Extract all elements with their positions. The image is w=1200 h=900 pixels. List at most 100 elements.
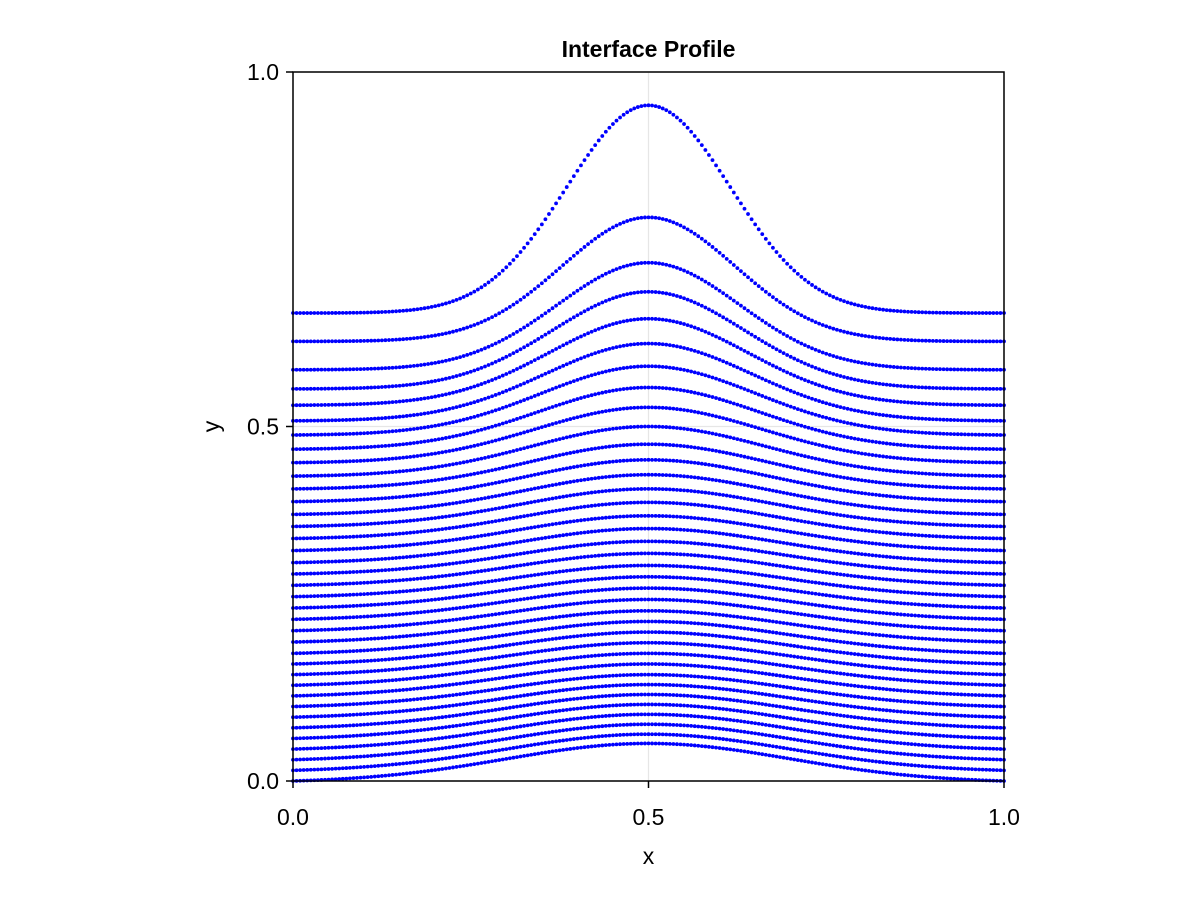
data-point bbox=[778, 503, 782, 507]
data-point bbox=[564, 480, 569, 485]
data-point bbox=[735, 603, 740, 608]
data-point bbox=[340, 547, 345, 552]
data-point bbox=[372, 679, 377, 684]
data-point bbox=[643, 472, 647, 477]
data-point bbox=[383, 700, 388, 704]
data-point bbox=[611, 515, 615, 520]
data-point bbox=[564, 667, 569, 672]
data-point bbox=[554, 749, 558, 753]
data-point bbox=[443, 630, 448, 634]
data-point bbox=[877, 728, 882, 733]
data-point bbox=[973, 756, 978, 761]
data-point bbox=[881, 599, 886, 604]
data-point bbox=[635, 640, 640, 645]
data-point bbox=[682, 663, 686, 667]
data-point bbox=[504, 504, 509, 509]
data-point bbox=[550, 581, 555, 586]
data-point bbox=[433, 757, 438, 762]
data-point bbox=[820, 721, 825, 726]
data-point bbox=[433, 695, 438, 700]
data-point bbox=[337, 535, 342, 540]
data-point bbox=[440, 574, 445, 579]
data-point bbox=[781, 663, 786, 668]
data-point bbox=[458, 692, 462, 697]
data-point bbox=[518, 704, 523, 709]
data-point bbox=[365, 669, 370, 674]
data-point bbox=[678, 552, 683, 557]
data-point bbox=[643, 597, 647, 602]
data-point bbox=[475, 741, 480, 746]
data-point bbox=[404, 577, 409, 582]
data-point bbox=[959, 660, 964, 665]
data-point bbox=[735, 546, 740, 550]
data-point bbox=[305, 661, 310, 666]
data-point bbox=[550, 668, 555, 673]
data-point bbox=[550, 709, 555, 714]
data-point bbox=[845, 538, 850, 543]
data-point bbox=[525, 661, 530, 666]
data-point bbox=[810, 533, 814, 538]
data-point bbox=[465, 691, 470, 696]
data-point bbox=[678, 620, 683, 625]
data-point bbox=[657, 630, 662, 635]
data-point bbox=[621, 564, 626, 568]
data-point bbox=[330, 703, 335, 708]
data-point bbox=[643, 563, 647, 568]
data-point bbox=[756, 660, 761, 665]
data-point bbox=[767, 538, 772, 543]
data-point bbox=[735, 592, 740, 597]
data-point bbox=[308, 524, 313, 529]
data-point bbox=[387, 635, 391, 640]
data-point bbox=[475, 710, 480, 715]
data-point bbox=[849, 641, 854, 645]
data-point bbox=[571, 707, 576, 711]
data-point bbox=[888, 600, 893, 605]
data-point bbox=[635, 609, 640, 613]
data-point bbox=[579, 518, 583, 523]
data-point bbox=[771, 526, 775, 531]
data-point bbox=[593, 704, 598, 709]
data-point bbox=[561, 635, 566, 640]
data-point bbox=[635, 732, 640, 737]
data-point bbox=[806, 719, 811, 724]
data-point bbox=[344, 604, 349, 609]
data-point bbox=[938, 534, 942, 539]
data-point bbox=[774, 754, 779, 759]
data-point bbox=[671, 487, 676, 492]
data-point bbox=[966, 535, 971, 540]
data-point bbox=[372, 711, 377, 716]
data-point bbox=[682, 723, 686, 728]
data-point bbox=[550, 658, 555, 663]
data-point bbox=[827, 593, 832, 598]
data-point bbox=[443, 618, 448, 623]
data-point bbox=[739, 521, 743, 526]
data-point bbox=[760, 628, 765, 633]
data-point bbox=[351, 744, 356, 749]
data-point bbox=[948, 702, 953, 707]
data-point bbox=[618, 609, 622, 614]
data-point bbox=[746, 593, 750, 598]
data-point bbox=[507, 621, 512, 626]
data-point bbox=[326, 745, 331, 750]
data-point bbox=[891, 589, 896, 594]
data-point bbox=[707, 530, 711, 534]
data-point bbox=[810, 678, 814, 683]
data-point bbox=[525, 651, 530, 655]
data-point bbox=[486, 579, 491, 584]
data-point bbox=[795, 578, 800, 582]
data-point bbox=[877, 760, 882, 764]
data-point bbox=[678, 652, 683, 657]
data-point bbox=[692, 734, 697, 739]
data-point bbox=[536, 524, 541, 529]
data-point bbox=[447, 735, 452, 739]
data-point bbox=[842, 538, 846, 542]
data-point bbox=[415, 621, 420, 626]
data-point bbox=[557, 646, 562, 651]
data-point bbox=[664, 712, 669, 717]
data-point bbox=[739, 534, 743, 539]
data-point bbox=[689, 694, 694, 698]
data-point bbox=[419, 505, 423, 510]
data-point bbox=[579, 505, 583, 510]
data-point bbox=[842, 682, 846, 687]
data-point bbox=[817, 592, 822, 597]
